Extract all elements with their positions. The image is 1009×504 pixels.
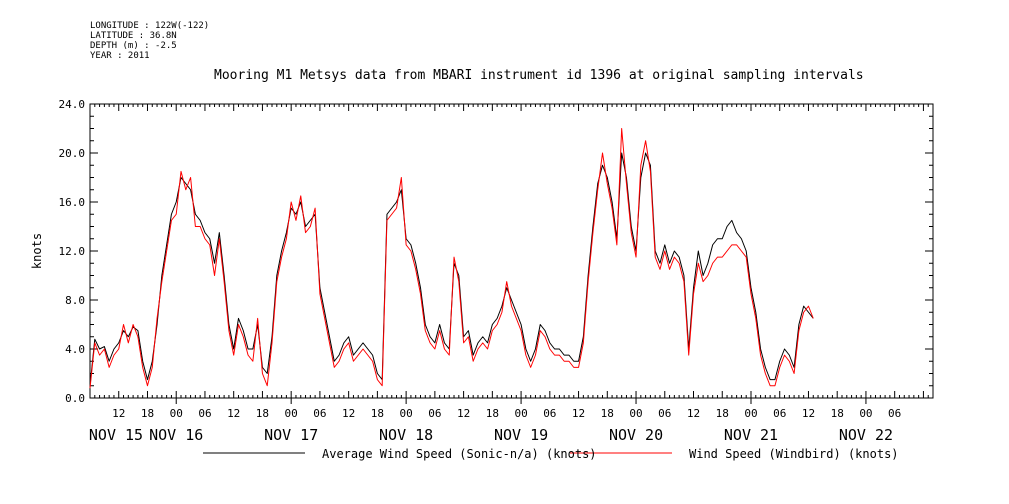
metadata-block: LONGITUDE : 122W(-122) LATITUDE : 36.8N … (90, 21, 209, 61)
x-tick-label: 12 (572, 407, 585, 420)
latitude-label: LATITUDE : 36.8N (90, 31, 177, 41)
x-tick-label: 06 (428, 407, 441, 420)
series-line-average-wind-speed (89, 152, 814, 386)
legend-red-label: Wind Speed (Windbird) (knots) (689, 447, 899, 461)
x-tick-label: 00 (400, 407, 413, 420)
y-tick-label: 12.0 (59, 245, 86, 258)
x-tick-label: 00 (629, 407, 642, 420)
x-tick-label: 06 (198, 407, 211, 420)
date-label: NOV 21 (724, 426, 778, 444)
x-tick-label: 12 (227, 407, 240, 420)
y-tick-label: 16.0 (59, 196, 86, 209)
x-tick-label: 12 (112, 407, 125, 420)
x-tick-label: 12 (687, 407, 700, 420)
x-tick-label: 12 (457, 407, 470, 420)
y-tick-label: 20.0 (59, 147, 86, 160)
axis-ticks (89, 103, 934, 404)
x-tick-labels: 12 18 00 06 12 18 00 06 12 18 00 06 12 18 00 06 12 18 00 06… (112, 407, 901, 420)
y-tick-label: 4.0 (65, 343, 85, 356)
x-tick-label: 00 (514, 407, 527, 420)
date-label: NOV 20 (609, 426, 663, 444)
y-tick-labels: 0.0 4.0 8.0 12.0 16.0 20.0 24.0 (59, 98, 86, 405)
date-label: NOV 22 (839, 426, 893, 444)
longitude-label: LONGITUDE : 122W(-122) (90, 21, 210, 31)
x-tick-label: 12 (802, 407, 815, 420)
x-tick-label: 18 (141, 407, 154, 420)
date-label: NOV 19 (494, 426, 548, 444)
y-axis-label: knots (30, 233, 44, 269)
data-series (89, 128, 814, 389)
depth-label: DEPTH (m) : -2.5 (90, 41, 177, 51)
x-tick-label: 18 (831, 407, 844, 420)
legend-black-label: Average Wind Speed (Sonic-n/a) (knots) (322, 447, 597, 461)
series-line-windbird-wind-speed (89, 128, 814, 389)
y-tick-label: 0.0 (65, 392, 85, 405)
chart-title: Mooring M1 Metsys data from MBARI instru… (214, 68, 864, 83)
date-label: NOV 18 (379, 426, 433, 444)
date-labels: NOV 15 NOV 16 NOV 17 NOV 18 NOV 19 NOV 20 NOV … (89, 426, 893, 444)
date-label: NOV 15 (89, 426, 143, 444)
date-label: NOV 17 (264, 426, 318, 444)
x-tick-label: 06 (888, 407, 901, 420)
x-tick-label: 00 (744, 407, 757, 420)
x-tick-label: 00 (170, 407, 183, 420)
x-tick-label: 18 (486, 407, 499, 420)
x-tick-label: 06 (658, 407, 671, 420)
y-tick-label: 8.0 (65, 294, 85, 307)
year-label: YEAR : 2011 (90, 51, 150, 61)
x-tick-label: 18 (716, 407, 729, 420)
x-tick-label: 18 (371, 407, 384, 420)
x-tick-label: 00 (285, 407, 298, 420)
x-tick-label: 18 (601, 407, 614, 420)
x-tick-label: 18 (256, 407, 269, 420)
x-tick-label: 06 (773, 407, 786, 420)
date-label: NOV 16 (149, 426, 203, 444)
y-tick-label: 24.0 (59, 98, 86, 111)
x-tick-label: 06 (313, 407, 326, 420)
x-tick-label: 00 (859, 407, 872, 420)
x-tick-label: 12 (342, 407, 355, 420)
x-tick-label: 06 (543, 407, 556, 420)
